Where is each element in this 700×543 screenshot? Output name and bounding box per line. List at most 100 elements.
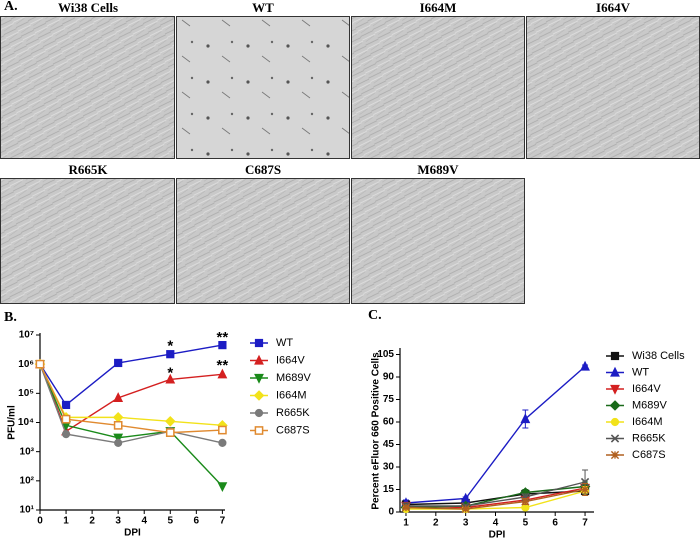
legend-label: M689V: [632, 399, 668, 411]
y-tick-label: 30: [383, 462, 395, 473]
x-tick-label: 4: [141, 516, 147, 527]
legend-label: I664V: [276, 354, 305, 366]
marker: [218, 341, 227, 350]
image-title: R665K: [69, 162, 109, 177]
marker: [113, 392, 124, 402]
legend-label: WT: [276, 337, 293, 349]
marker: [61, 414, 71, 424]
legend-label: M689V: [276, 372, 312, 384]
panel-label: C.: [368, 308, 382, 323]
annotation: **: [217, 329, 229, 346]
y-tick-label: 10⁷: [19, 330, 34, 341]
panel-label: A.: [4, 0, 18, 14]
image-title: C687S: [245, 162, 281, 177]
x-tick-label: 7: [582, 518, 588, 529]
y-tick-label: 10³: [20, 446, 35, 457]
y-tick-label: 15: [383, 484, 395, 495]
marker: [114, 358, 123, 368]
marker: [580, 360, 590, 371]
marker: [218, 425, 227, 435]
annotation: *: [167, 338, 173, 355]
x-tick-label: 6: [552, 518, 558, 529]
marker: [580, 477, 590, 487]
x-tick-label: 1: [63, 516, 69, 527]
y-tick-label: 10²: [20, 475, 35, 486]
marker: [164, 415, 176, 427]
marker: [521, 497, 530, 506]
legend-label: WT: [632, 366, 649, 378]
x-tick-label: 2: [433, 518, 439, 529]
y-tick-label: 10⁵: [18, 388, 34, 399]
legend-label: I664M: [276, 389, 307, 401]
micrograph: [351, 178, 525, 304]
marker: [114, 438, 123, 447]
x-axis-label: DPI: [489, 530, 506, 541]
x-axis-label: DPI: [124, 528, 141, 539]
marker: [113, 420, 123, 430]
legend-marker: [254, 354, 264, 365]
marker: [218, 438, 227, 447]
marker: [165, 428, 175, 437]
legend-marker: [610, 417, 620, 427]
image-title: M689V: [417, 162, 459, 177]
y-tick-label: 45: [383, 439, 395, 450]
y-tick-label: 105: [377, 349, 394, 360]
legend-label: I664V: [632, 383, 661, 395]
image-title: I664V: [596, 0, 631, 15]
legend-marker: [254, 338, 264, 348]
y-tick-label: 10¹: [20, 505, 35, 516]
micrograph: [176, 178, 350, 304]
legend-label: R665K: [632, 432, 666, 444]
marker: [217, 368, 228, 379]
legend-marker: [253, 390, 265, 401]
marker: [166, 350, 175, 359]
y-tick-label: 10⁶: [18, 359, 34, 370]
series-line: [405, 481, 586, 507]
marker: [580, 485, 590, 494]
micrograph: [0, 178, 175, 304]
x-tick-label: 2: [89, 516, 95, 527]
legend-marker: [254, 408, 264, 418]
legend-marker: [610, 450, 620, 460]
legend-label: R665K: [276, 407, 310, 419]
image-title: I664M: [420, 0, 457, 15]
x-tick-label: 4: [493, 518, 499, 529]
marker: [112, 412, 124, 423]
x-tick-label: 3: [115, 516, 121, 527]
legend-label: Wi38 Cells: [632, 350, 685, 362]
series-line: [405, 490, 586, 506]
legend-marker: [610, 366, 620, 377]
legend-marker: [610, 434, 620, 443]
y-axis-label: PFU/ml: [7, 405, 18, 440]
marker: [520, 413, 531, 424]
y-tick-label: 0: [388, 507, 394, 518]
x-tick-label: 6: [194, 516, 200, 527]
legend-marker: [254, 426, 264, 435]
legend-label: I664M: [632, 416, 663, 428]
legend-label: C687S: [276, 424, 310, 436]
marker: [217, 482, 228, 493]
y-tick-label: 10⁴: [18, 417, 34, 428]
x-tick-label: 3: [463, 518, 469, 529]
marker: [401, 503, 411, 512]
image-title: Wi38 Cells: [58, 0, 118, 15]
panel-label: B.: [4, 310, 17, 325]
micrograph: [351, 16, 525, 159]
micrograph: [526, 16, 700, 159]
x-tick-label: 7: [220, 516, 226, 527]
legend-marker: [609, 400, 621, 411]
legend-marker: [610, 351, 620, 361]
series-line: [405, 365, 586, 504]
x-tick-label: 0: [37, 516, 43, 527]
x-tick-label: 5: [523, 518, 529, 529]
legend-marker: [254, 373, 264, 384]
annotation: *: [167, 365, 173, 382]
annotation: **: [217, 357, 229, 374]
x-tick-label: 5: [168, 516, 174, 527]
y-tick-label: 90: [383, 372, 395, 383]
y-tick-label: 75: [383, 394, 395, 405]
marker: [461, 504, 470, 514]
series-line: [405, 488, 586, 510]
y-axis-label: Percent eFluor 660 Positive Cells: [371, 352, 382, 510]
